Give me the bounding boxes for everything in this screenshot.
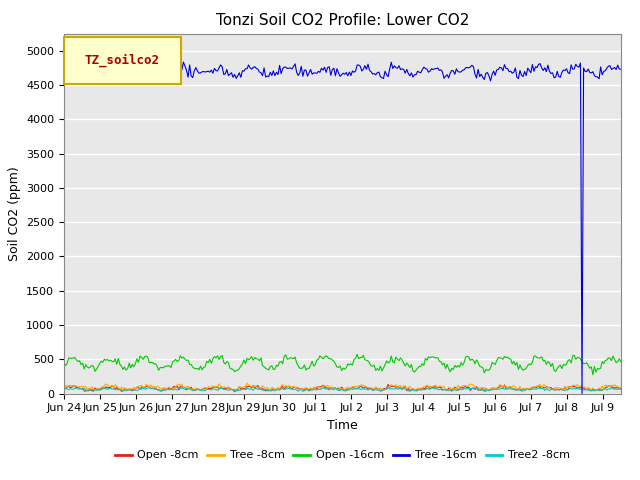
Open -8cm [255,386,263,392]
Title: Tonzi Soil CO2 Profile: Lower CO2: Tonzi Soil CO2 Profile: Lower CO2 [216,13,469,28]
Legend: Open -8cm, Tree -8cm, Open -16cm, Tree -16cm, Tree2 -8cm: Open -8cm, Tree -8cm, Open -16cm, Tree -… [111,446,574,465]
Open -16cm [303,365,311,371]
Tree -8cm [60,384,68,390]
Tree -8cm [307,385,314,391]
Open -16cm [617,359,625,364]
Tree -8cm [226,385,234,391]
Tree -8cm [248,384,255,390]
Text: TZ_soilco2: TZ_soilco2 [85,54,160,67]
Tree -16cm [246,65,254,71]
Open -8cm [305,388,313,394]
Open -16cm [226,365,234,371]
Tree -8cm [232,389,240,395]
Open -8cm [617,386,625,392]
Tree -16cm [589,69,596,74]
Tree2 -8cm [129,387,136,393]
Open -16cm [244,357,252,362]
Tree -8cm [589,385,596,391]
Open -16cm [353,351,361,357]
FancyBboxPatch shape [64,37,181,84]
Open -8cm [231,389,239,395]
Tree -8cm [243,381,251,386]
Tree -16cm [129,66,136,72]
Tree -16cm [60,70,68,75]
Tree2 -8cm [589,387,596,393]
Tree2 -8cm [617,386,625,392]
Line: Tree2 -8cm: Tree2 -8cm [64,387,621,391]
Tree -8cm [257,385,265,391]
Tree2 -8cm [60,386,68,392]
X-axis label: Time: Time [327,419,358,432]
Tree -8cm [617,384,625,390]
Open -8cm [589,387,596,393]
Open -16cm [588,364,595,370]
Line: Tree -16cm: Tree -16cm [64,62,621,394]
Open -8cm [129,388,136,394]
Open -8cm [246,384,254,389]
Tree2 -8cm [140,384,147,390]
Open -8cm [60,385,68,391]
Tree2 -8cm [255,386,263,392]
Open -16cm [254,356,262,362]
Open -8cm [384,382,392,387]
Y-axis label: Soil CO2 (ppm): Soil CO2 (ppm) [8,166,20,261]
Line: Open -16cm: Open -16cm [64,354,621,375]
Tree2 -8cm [305,387,313,393]
Tree2 -8cm [246,386,254,392]
Tree2 -8cm [228,387,236,393]
Tree -16cm [578,391,586,396]
Open -8cm [226,386,234,392]
Open -16cm [129,361,136,367]
Open -16cm [60,360,68,366]
Line: Tree -8cm: Tree -8cm [64,384,621,392]
Tree -16cm [228,70,236,76]
Tree -16cm [180,59,188,65]
Tree -8cm [129,386,136,392]
Line: Open -8cm: Open -8cm [64,384,621,392]
Tree -16cm [617,66,625,72]
Tree -16cm [305,70,313,76]
Tree -16cm [255,69,263,75]
Tree2 -8cm [482,388,490,394]
Open -16cm [589,372,596,378]
